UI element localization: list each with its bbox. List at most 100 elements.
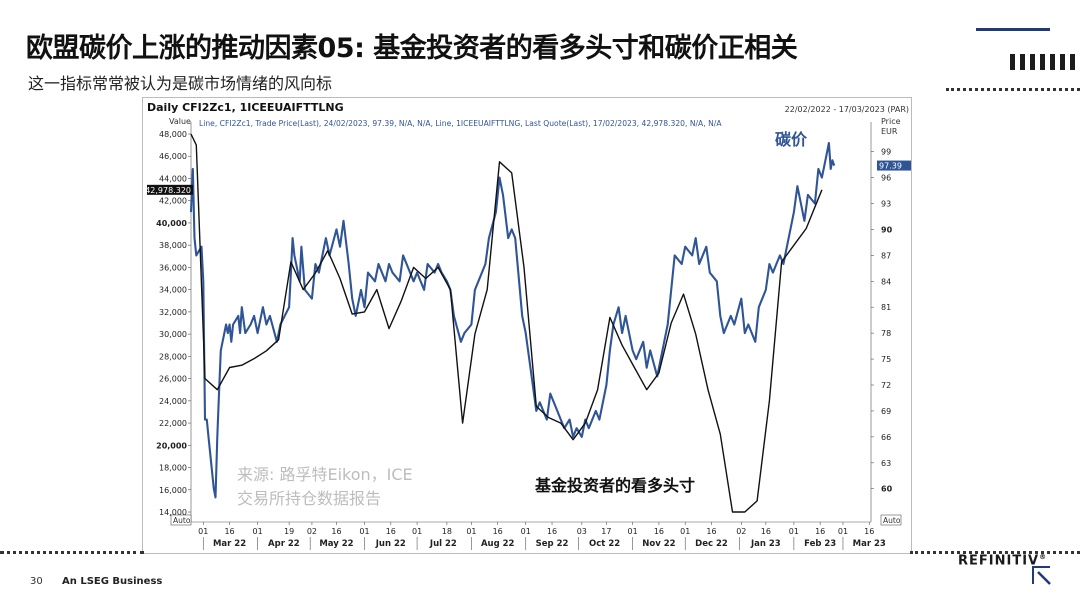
right-tick-label: 93 (881, 200, 891, 209)
x-day-label: 16 (654, 527, 664, 536)
right-tick-label: 69 (881, 407, 891, 416)
x-day-label: 18 (442, 527, 452, 536)
left-tick-label: 38,000 (159, 241, 187, 250)
x-day-label: 01 (628, 527, 638, 536)
x-month-label: Aug 22 (481, 539, 515, 549)
x-month-label: Dec 22 (695, 539, 728, 549)
x-day-label: 01 (253, 527, 263, 536)
last-value-right-badge: 97.39 (877, 160, 911, 171)
left-tick-label: 26,000 (159, 375, 187, 384)
page-number: 30 (30, 576, 43, 587)
page-subtitle: 这一指标常常被认为是碳市场情绪的风向标 (28, 74, 333, 93)
x-day-label: 02 (307, 527, 317, 536)
x-month-label: Mar 23 (853, 539, 886, 549)
brand-trademark: ® (1039, 553, 1048, 561)
right-tick-label: 90 (881, 225, 893, 234)
last-value-left-badge: 42,978.320 (145, 184, 193, 195)
source-line-2: 交易所持仓数据报告 (237, 489, 381, 508)
decorative-bars (1010, 54, 1075, 70)
left-tick-label: 30,000 (159, 330, 187, 339)
chart-date-range: 22/02/2022 - 17/03/2023 (PAR) (785, 105, 909, 114)
left-tick-label: 28,000 (159, 352, 187, 361)
right-tick-label: 99 (881, 148, 891, 157)
left-axis-title: Value (169, 117, 191, 126)
decorative-line (976, 28, 1050, 31)
auto-left-box (170, 514, 192, 526)
right-tick-label: 84 (881, 277, 891, 286)
x-month-label: Nov 22 (642, 539, 675, 549)
x-day-label: 16 (706, 527, 716, 536)
series-line-fund-positions (190, 133, 823, 513)
left-tick-label: 44,000 (159, 174, 187, 183)
x-axis: 01 16 01 19 02 16 01 16 01 18 01 16 01 16 03 17 01 16 01 16… (198, 522, 886, 550)
x-day-label: 16 (386, 527, 396, 536)
carbon-price-label: 碳价 (775, 130, 808, 149)
left-tick-label: 32,000 (159, 308, 187, 317)
footer-lseg: An LSEG Business (62, 576, 163, 587)
x-day-label: 16 (224, 527, 234, 536)
chart-legend: Line, CFI2Zc1, Trade Price(Last), 24/02/… (199, 119, 722, 128)
left-tick-label: 46,000 (159, 152, 187, 161)
left-tick-label: 48,000 (159, 130, 187, 139)
x-day-label: 02 (736, 527, 746, 536)
x-day-label: 19 (284, 527, 294, 536)
x-month-label: Apr 22 (268, 539, 300, 549)
x-month-label: Feb 23 (804, 539, 836, 549)
x-day-label: 16 (815, 527, 825, 536)
x-day-label: 16 (493, 527, 503, 536)
positions-label: 基金投资者的看多头寸 (534, 476, 695, 495)
left-axis: 48,000 46,000 44,000 42,000 40,000 38,000 36,0… (156, 130, 191, 517)
series-line-carbon-price (189, 141, 836, 499)
x-day-label: 01 (466, 527, 476, 536)
left-tick-label: 16,000 (159, 486, 187, 495)
right-axis: 99 96 93 90 87 84 81 78 75 72 69 66 63 60 (871, 148, 893, 494)
x-day-label: 16 (331, 527, 341, 536)
x-month-label: Mar 22 (213, 539, 246, 549)
brand-name: REFINITIV (958, 553, 1040, 569)
right-tick-label: 96 (881, 174, 891, 183)
left-tick-label: 42,000 (159, 197, 187, 206)
left-tick-label: 20,000 (156, 441, 187, 450)
right-tick-label: 87 (881, 251, 891, 260)
x-day-label: 16 (547, 527, 557, 536)
x-day-label: 16 (864, 527, 874, 536)
right-tick-label: 63 (881, 459, 891, 468)
chart-panel: Daily CFI2Zc1, 1ICEEUAIFTTLNG 22/02/2022… (142, 97, 912, 554)
left-tick-label: 40,000 (156, 219, 187, 228)
decorative-dots-bottom (910, 551, 1080, 554)
x-day-label: 01 (789, 527, 799, 536)
last-value-right: 97.39 (879, 162, 902, 171)
x-month-label: Oct 22 (589, 539, 620, 549)
left-tick-label: 22,000 (159, 419, 187, 428)
plot-area (191, 122, 871, 522)
x-month-label: Jul 22 (429, 539, 457, 549)
left-tick-label: 18,000 (159, 464, 187, 473)
last-value-left: 42,978.320 (145, 186, 191, 195)
left-tick-label: 24,000 (159, 397, 187, 406)
source-line-1: 来源: 路孚特Eikon，ICE (237, 465, 413, 484)
chart-svg: Daily CFI2Zc1, 1ICEEUAIFTTLNG 22/02/2022… (145, 101, 911, 550)
x-day-label: 01 (412, 527, 422, 536)
x-day-label: 01 (359, 527, 369, 536)
right-tick-label: 81 (881, 303, 891, 312)
x-day-label: 01 (198, 527, 208, 536)
x-day-label: 01 (521, 527, 531, 536)
right-tick-label: 75 (881, 355, 891, 364)
x-day-label: 16 (761, 527, 771, 536)
x-month-label: Sep 22 (536, 539, 569, 549)
x-month-label: May 22 (319, 539, 353, 549)
auto-left-label: Auto (173, 516, 191, 525)
x-day-label: 01 (680, 527, 690, 536)
right-tick-label: 60 (881, 485, 893, 494)
x-day-label: 01 (838, 527, 848, 536)
auto-right-box (880, 514, 902, 526)
x-day-label: 17 (601, 527, 611, 536)
brand-logo: REFINITIV® (958, 553, 1047, 568)
right-tick-label: 78 (881, 329, 891, 338)
chart-header-title: Daily CFI2Zc1, 1ICEEUAIFTTLNG (147, 101, 344, 114)
right-axis-unit: EUR (881, 127, 898, 136)
right-tick-label: 72 (881, 381, 891, 390)
x-month-label: Jan 23 (750, 539, 781, 549)
x-day-label: 03 (577, 527, 587, 536)
right-axis-title: Price (881, 117, 901, 126)
